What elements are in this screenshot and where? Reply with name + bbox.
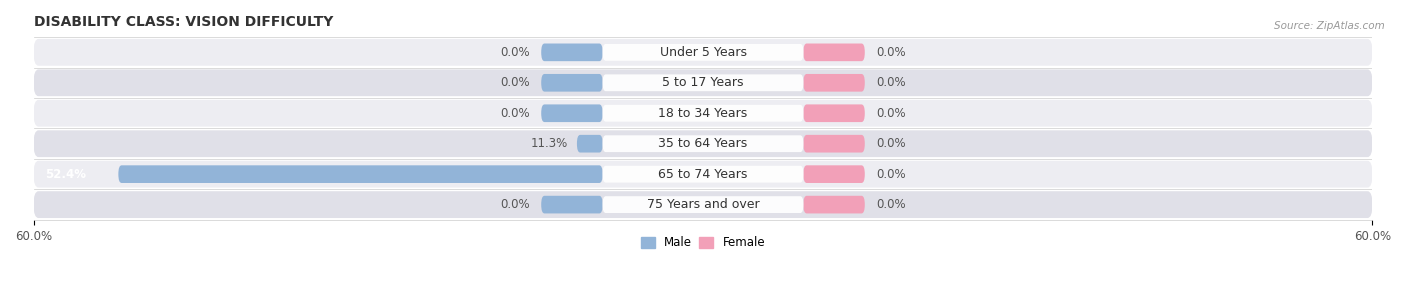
Text: 0.0%: 0.0% [501, 198, 530, 211]
FancyBboxPatch shape [603, 135, 803, 152]
FancyBboxPatch shape [803, 196, 865, 214]
Text: 35 to 64 Years: 35 to 64 Years [658, 137, 748, 150]
FancyBboxPatch shape [34, 100, 1372, 127]
FancyBboxPatch shape [34, 161, 1372, 188]
Text: 0.0%: 0.0% [876, 198, 905, 211]
Legend: Male, Female: Male, Female [636, 232, 770, 254]
FancyBboxPatch shape [803, 135, 865, 152]
Text: 52.4%: 52.4% [45, 168, 86, 181]
Text: 0.0%: 0.0% [876, 107, 905, 120]
Text: 0.0%: 0.0% [876, 46, 905, 59]
Text: 65 to 74 Years: 65 to 74 Years [658, 168, 748, 181]
FancyBboxPatch shape [603, 105, 803, 122]
Text: 75 Years and over: 75 Years and over [647, 198, 759, 211]
Text: 0.0%: 0.0% [501, 76, 530, 89]
Text: DISABILITY CLASS: VISION DIFFICULTY: DISABILITY CLASS: VISION DIFFICULTY [34, 15, 333, 29]
FancyBboxPatch shape [34, 191, 1372, 218]
FancyBboxPatch shape [541, 104, 603, 122]
FancyBboxPatch shape [803, 165, 865, 183]
FancyBboxPatch shape [34, 39, 1372, 66]
Text: 0.0%: 0.0% [501, 46, 530, 59]
FancyBboxPatch shape [34, 70, 1372, 96]
Text: 0.0%: 0.0% [501, 107, 530, 120]
FancyBboxPatch shape [603, 44, 803, 61]
FancyBboxPatch shape [803, 104, 865, 122]
FancyBboxPatch shape [603, 74, 803, 91]
FancyBboxPatch shape [803, 74, 865, 92]
FancyBboxPatch shape [118, 165, 603, 183]
FancyBboxPatch shape [34, 130, 1372, 157]
FancyBboxPatch shape [576, 135, 603, 152]
FancyBboxPatch shape [541, 44, 603, 61]
Text: 11.3%: 11.3% [530, 137, 568, 150]
FancyBboxPatch shape [541, 196, 603, 214]
Text: 0.0%: 0.0% [876, 137, 905, 150]
FancyBboxPatch shape [803, 44, 865, 61]
Text: 18 to 34 Years: 18 to 34 Years [658, 107, 748, 120]
Text: 0.0%: 0.0% [876, 168, 905, 181]
Text: 0.0%: 0.0% [876, 76, 905, 89]
FancyBboxPatch shape [603, 196, 803, 213]
Text: Source: ZipAtlas.com: Source: ZipAtlas.com [1274, 21, 1385, 31]
FancyBboxPatch shape [603, 166, 803, 183]
Text: Under 5 Years: Under 5 Years [659, 46, 747, 59]
Text: 5 to 17 Years: 5 to 17 Years [662, 76, 744, 89]
FancyBboxPatch shape [541, 74, 603, 92]
